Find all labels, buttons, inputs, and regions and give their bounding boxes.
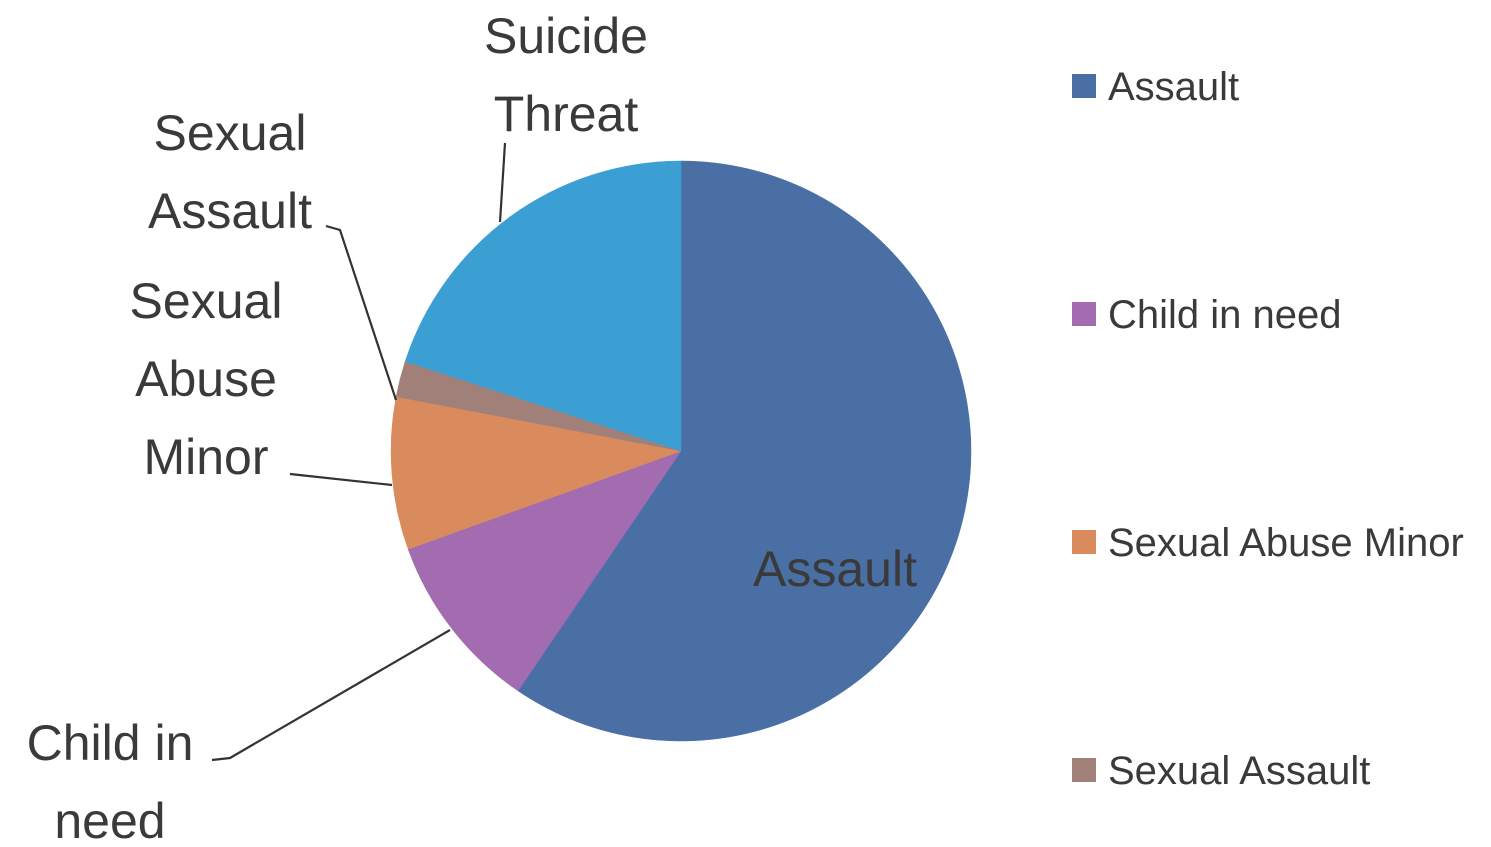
leader-line-suicide-threat — [498, 142, 507, 223]
pie-slice-child-in-need — [407, 450, 682, 692]
pie-slice-assault — [517, 160, 972, 742]
slice-label-assault: Assault — [753, 541, 917, 597]
leader-line-child-in-need — [211, 629, 451, 762]
legend: Assault Child in need Sexual Abuse Minor Se… — [1072, 65, 1464, 793]
legend-label-child-in-need: Child in need — [1108, 293, 1342, 337]
leader-line-sexual-abuse-minor — [289, 472, 393, 487]
slice-label-child-in-need: Child in need — [27, 715, 194, 847]
leader-line-sexual-assault — [325, 224, 398, 401]
legend-label-assault: Assault — [1108, 65, 1239, 109]
legend-swatch-assault — [1072, 74, 1096, 98]
pie-slice-sexual-abuse-minor — [390, 396, 682, 550]
legend-label-sexual-abuse-minor: Sexual Abuse Minor — [1108, 521, 1464, 565]
legend-label-sexual-assault: Sexual Assault — [1108, 749, 1370, 793]
legend-entry-sexual-assault: Sexual Assault — [1072, 749, 1370, 793]
pie-slices — [390, 160, 972, 742]
leader-lines — [211, 142, 507, 762]
slice-label-sexual-assault: Sexual Assault — [148, 105, 312, 239]
legend-entry-child-in-need: Child in need — [1072, 293, 1342, 337]
legend-swatch-sexual-abuse-minor — [1072, 530, 1096, 554]
slice-label-sexual-abuse-minor: Sexual Abuse Minor — [130, 273, 283, 485]
slice-label-suicide-threat: Suicide Threat — [484, 8, 648, 142]
legend-entry-assault: Assault — [1072, 65, 1239, 109]
pie-slice-suicide-threat — [404, 160, 682, 452]
legend-swatch-sexual-assault — [1072, 758, 1096, 782]
legend-swatch-child-in-need — [1072, 302, 1096, 326]
slice-labels: Assault Child in need Sexual Abuse Minor Sexua… — [27, 8, 917, 847]
legend-entry-sexual-abuse-minor: Sexual Abuse Minor — [1072, 521, 1464, 565]
